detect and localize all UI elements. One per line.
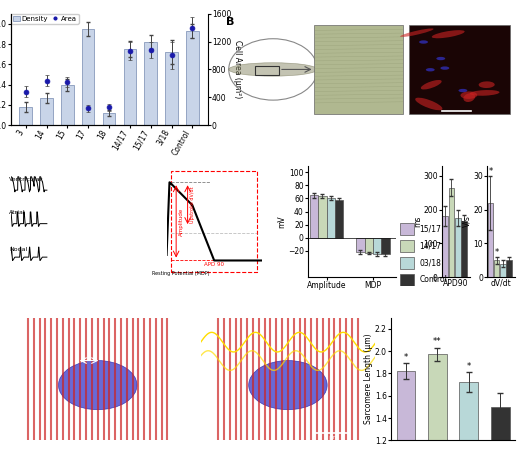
Bar xyxy=(255,66,279,75)
Bar xyxy=(400,240,413,252)
Text: **: ** xyxy=(433,337,442,346)
Ellipse shape xyxy=(432,30,464,38)
Y-axis label: mV: mV xyxy=(277,215,287,228)
Text: Resting Potential (MDP): Resting Potential (MDP) xyxy=(152,271,210,276)
Bar xyxy=(442,217,448,277)
Text: 5 μm: 5 μm xyxy=(325,435,339,440)
Bar xyxy=(461,222,467,277)
Text: 15/17: 15/17 xyxy=(419,224,441,233)
Text: Control: Control xyxy=(419,276,447,284)
Text: 14/17: 14/17 xyxy=(419,242,441,250)
Bar xyxy=(507,260,512,277)
Text: Nodal: Nodal xyxy=(9,247,28,252)
Bar xyxy=(356,238,365,252)
X-axis label: dV/dt: dV/dt xyxy=(491,279,512,288)
Ellipse shape xyxy=(229,63,317,76)
Bar xyxy=(428,355,447,454)
Bar xyxy=(409,25,510,114)
Text: Upstroke dV/dt: Upstroke dV/dt xyxy=(190,186,196,223)
Bar xyxy=(315,25,403,114)
Y-axis label: ms: ms xyxy=(413,216,422,227)
Y-axis label: V/s: V/s xyxy=(463,216,472,227)
Bar xyxy=(400,222,413,235)
Bar xyxy=(145,42,157,125)
Ellipse shape xyxy=(459,89,467,92)
Bar xyxy=(491,407,510,454)
Bar xyxy=(318,197,327,238)
Bar xyxy=(400,257,413,269)
Bar xyxy=(82,29,95,125)
Ellipse shape xyxy=(400,29,433,37)
Legend: Density, Area: Density, Area xyxy=(11,14,79,24)
Ellipse shape xyxy=(463,93,475,102)
Ellipse shape xyxy=(249,360,327,410)
Ellipse shape xyxy=(419,40,428,44)
Bar xyxy=(460,382,478,454)
Text: *: * xyxy=(488,167,492,176)
Ellipse shape xyxy=(437,57,445,60)
Bar xyxy=(310,195,318,238)
Text: *: * xyxy=(404,353,408,362)
Y-axis label: Sarcomere Length (μm): Sarcomere Length (μm) xyxy=(365,334,373,424)
Text: APD 90: APD 90 xyxy=(204,262,225,267)
X-axis label: APD90: APD90 xyxy=(443,279,469,288)
Bar xyxy=(373,238,381,254)
Bar xyxy=(103,113,115,125)
Bar xyxy=(61,84,74,125)
Bar xyxy=(488,203,493,277)
Bar xyxy=(365,238,373,253)
Bar xyxy=(381,238,390,254)
Ellipse shape xyxy=(460,91,477,99)
Ellipse shape xyxy=(479,81,495,88)
Bar xyxy=(494,260,500,277)
Text: Atrial: Atrial xyxy=(9,210,26,215)
Ellipse shape xyxy=(58,360,137,410)
Text: *: * xyxy=(467,362,471,371)
Text: Ventricular: Ventricular xyxy=(9,177,44,182)
Text: B: B xyxy=(226,17,234,27)
Ellipse shape xyxy=(470,90,500,96)
Bar xyxy=(165,52,178,125)
Ellipse shape xyxy=(426,68,434,71)
Bar xyxy=(449,188,454,277)
Bar xyxy=(400,274,413,286)
Bar xyxy=(500,264,506,277)
Y-axis label: Cell Area (μm²): Cell Area (μm²) xyxy=(232,40,241,99)
Bar xyxy=(124,49,136,125)
Text: *: * xyxy=(494,248,499,257)
Ellipse shape xyxy=(440,66,449,70)
Bar xyxy=(41,98,53,125)
Bar xyxy=(455,218,461,277)
Bar xyxy=(327,198,335,238)
Bar xyxy=(335,200,343,238)
Text: Amplitude: Amplitude xyxy=(179,207,184,236)
Ellipse shape xyxy=(421,80,442,89)
Ellipse shape xyxy=(415,98,442,110)
Text: 03/18: 03/18 xyxy=(419,258,441,267)
Bar xyxy=(397,371,416,454)
Bar xyxy=(19,107,32,125)
Bar xyxy=(186,31,199,125)
